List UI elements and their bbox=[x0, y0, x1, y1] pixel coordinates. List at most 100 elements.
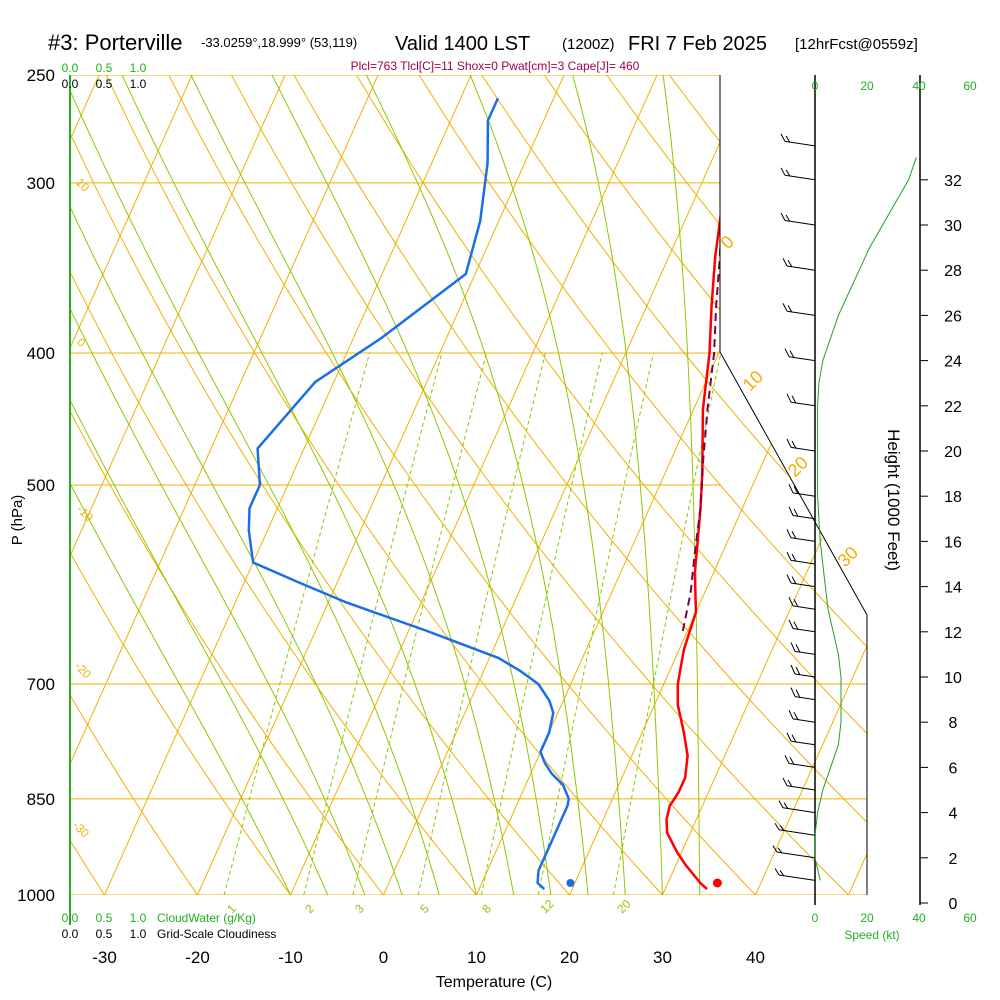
height-tick-label: 2 bbox=[949, 851, 958, 868]
wind-barb bbox=[784, 755, 816, 768]
wind-barb bbox=[786, 551, 816, 565]
wind-barb-flag bbox=[786, 732, 792, 742]
height-tick-label: 14 bbox=[944, 580, 962, 597]
mixing-ratio-line bbox=[480, 352, 603, 895]
wind-barb-flag bbox=[788, 483, 794, 494]
isotherm bbox=[290, 75, 658, 895]
wind-barb-flag bbox=[791, 440, 797, 449]
wind-barb bbox=[782, 777, 816, 791]
dry-adiabat bbox=[481, 75, 867, 895]
height-tick-label: 24 bbox=[944, 354, 962, 371]
mixing-ratio-line bbox=[303, 352, 443, 895]
moist-adiabat bbox=[70, 75, 329, 895]
dry-adiabat-label: 10 bbox=[73, 175, 93, 195]
cloudwater-scale-bottom: 0.5 bbox=[96, 911, 113, 925]
wind-barb-flag bbox=[786, 529, 792, 539]
wind-barb-flag bbox=[793, 598, 799, 608]
wind-barb-flag bbox=[783, 802, 789, 810]
dry-adiabat bbox=[0, 75, 12, 895]
cloudiness-scale-top: 0.0 bbox=[62, 77, 79, 91]
wind-barb bbox=[788, 596, 816, 610]
x-tick-label: 0 bbox=[379, 948, 388, 967]
wind-barb bbox=[786, 574, 816, 588]
wind-barb-flag bbox=[785, 214, 791, 222]
wind-barb-flag bbox=[788, 709, 794, 720]
isotherm bbox=[383, 75, 751, 895]
wind-barb-flag bbox=[793, 508, 799, 517]
height-tick-label: 30 bbox=[944, 218, 962, 235]
moist-adiabat-label: 10 bbox=[739, 367, 767, 395]
cloudwater-scale-bottom: 0.0 bbox=[62, 911, 79, 925]
wind-barb-flag bbox=[787, 305, 793, 313]
wind-barb bbox=[772, 845, 816, 859]
pressure-tick-label: 850 bbox=[27, 790, 55, 809]
cloudiness-label: Grid-Scale Cloudiness bbox=[157, 927, 276, 941]
height-tick-label: 10 bbox=[944, 670, 962, 687]
x-tick-label: -30 bbox=[92, 948, 117, 967]
speed-scale-bottom: 60 bbox=[963, 911, 977, 925]
wind-barb-flag bbox=[774, 822, 780, 831]
wind-barb bbox=[782, 303, 816, 316]
wind-barb-flag bbox=[780, 212, 786, 221]
wind-barb-shaft bbox=[776, 851, 816, 859]
wind-barb bbox=[790, 664, 816, 678]
wind-barb bbox=[774, 822, 816, 836]
height-tick-label: 16 bbox=[944, 534, 962, 551]
wind-barb-flag bbox=[772, 845, 778, 853]
wind-barb bbox=[780, 133, 816, 147]
moist-adiabat-label: 30 bbox=[834, 543, 862, 571]
moist-adiabat bbox=[70, 75, 366, 895]
height-tick-label: 8 bbox=[949, 715, 958, 732]
wind-barb-shaft bbox=[794, 673, 816, 678]
wind-barb-flag bbox=[795, 689, 801, 698]
wind-barb-flag bbox=[779, 824, 785, 832]
wind-barb-shaft bbox=[790, 582, 816, 588]
wind-barb-flag bbox=[790, 642, 796, 652]
wind-barb-shaft bbox=[794, 696, 816, 701]
speed-label: Speed (kt) bbox=[844, 928, 899, 942]
wind-barb-flag bbox=[782, 777, 788, 787]
chart-title: #3: Porterville bbox=[48, 30, 183, 55]
height-tick-label: 26 bbox=[944, 308, 962, 325]
y-axis-title: P (hPa) bbox=[9, 495, 26, 546]
wind-barb-flag bbox=[789, 757, 795, 765]
surface-temperature-point bbox=[712, 878, 722, 888]
height-tick-label: 28 bbox=[944, 263, 962, 280]
dry-adiabat bbox=[70, 75, 477, 895]
cloudiness-scale-top: 0.5 bbox=[96, 77, 113, 91]
height-axis-title: Height (1000 Feet) bbox=[884, 429, 903, 571]
wind-barb-flag bbox=[791, 576, 797, 585]
wind-barb-shaft bbox=[790, 537, 816, 542]
wind-barb-flag bbox=[782, 257, 788, 267]
stability-indices: Plcl=763 Tlcl[C]=11 Shox=0 Pwat[cm]=3 Ca… bbox=[351, 59, 640, 73]
isotherm bbox=[104, 75, 472, 895]
mixing-ratio-label: 2 bbox=[302, 901, 317, 916]
moist-adiabat bbox=[70, 75, 291, 895]
wind-barb-flag bbox=[778, 800, 784, 809]
x-tick-label: 30 bbox=[653, 948, 672, 967]
wind-barb-flag bbox=[788, 619, 794, 629]
moist-adiabat bbox=[662, 75, 701, 895]
cloudiness-scale-bottom: 1.0 bbox=[130, 927, 147, 941]
dewpoint-line bbox=[247, 97, 571, 891]
mixing-ratio-label: 5 bbox=[417, 901, 432, 916]
speed-scale-top: 40 bbox=[912, 79, 926, 93]
valid-time: Valid 1400 LST bbox=[395, 33, 530, 55]
wind-barb-flag bbox=[784, 755, 790, 764]
wind-barb-flag bbox=[791, 734, 797, 743]
wind-barb bbox=[784, 348, 816, 362]
height-tick-label: 22 bbox=[944, 399, 962, 416]
height-tick-label: 32 bbox=[944, 173, 962, 190]
height-tick-label: 4 bbox=[949, 806, 958, 823]
wind-barb-flag bbox=[791, 531, 797, 540]
mixing-ratio-label: 8 bbox=[479, 901, 494, 916]
moist-adiabat-label: 20 bbox=[784, 453, 812, 481]
wind-barb-flag bbox=[791, 395, 797, 404]
isotherm bbox=[197, 75, 565, 895]
wind-barb bbox=[790, 642, 816, 655]
wind-barb-flag bbox=[784, 348, 790, 357]
pressure-tick-label: 700 bbox=[27, 675, 55, 694]
wind-barb-flag bbox=[785, 169, 791, 177]
wind-barb-shaft bbox=[778, 874, 816, 881]
wind-barb-shaft bbox=[794, 650, 816, 655]
